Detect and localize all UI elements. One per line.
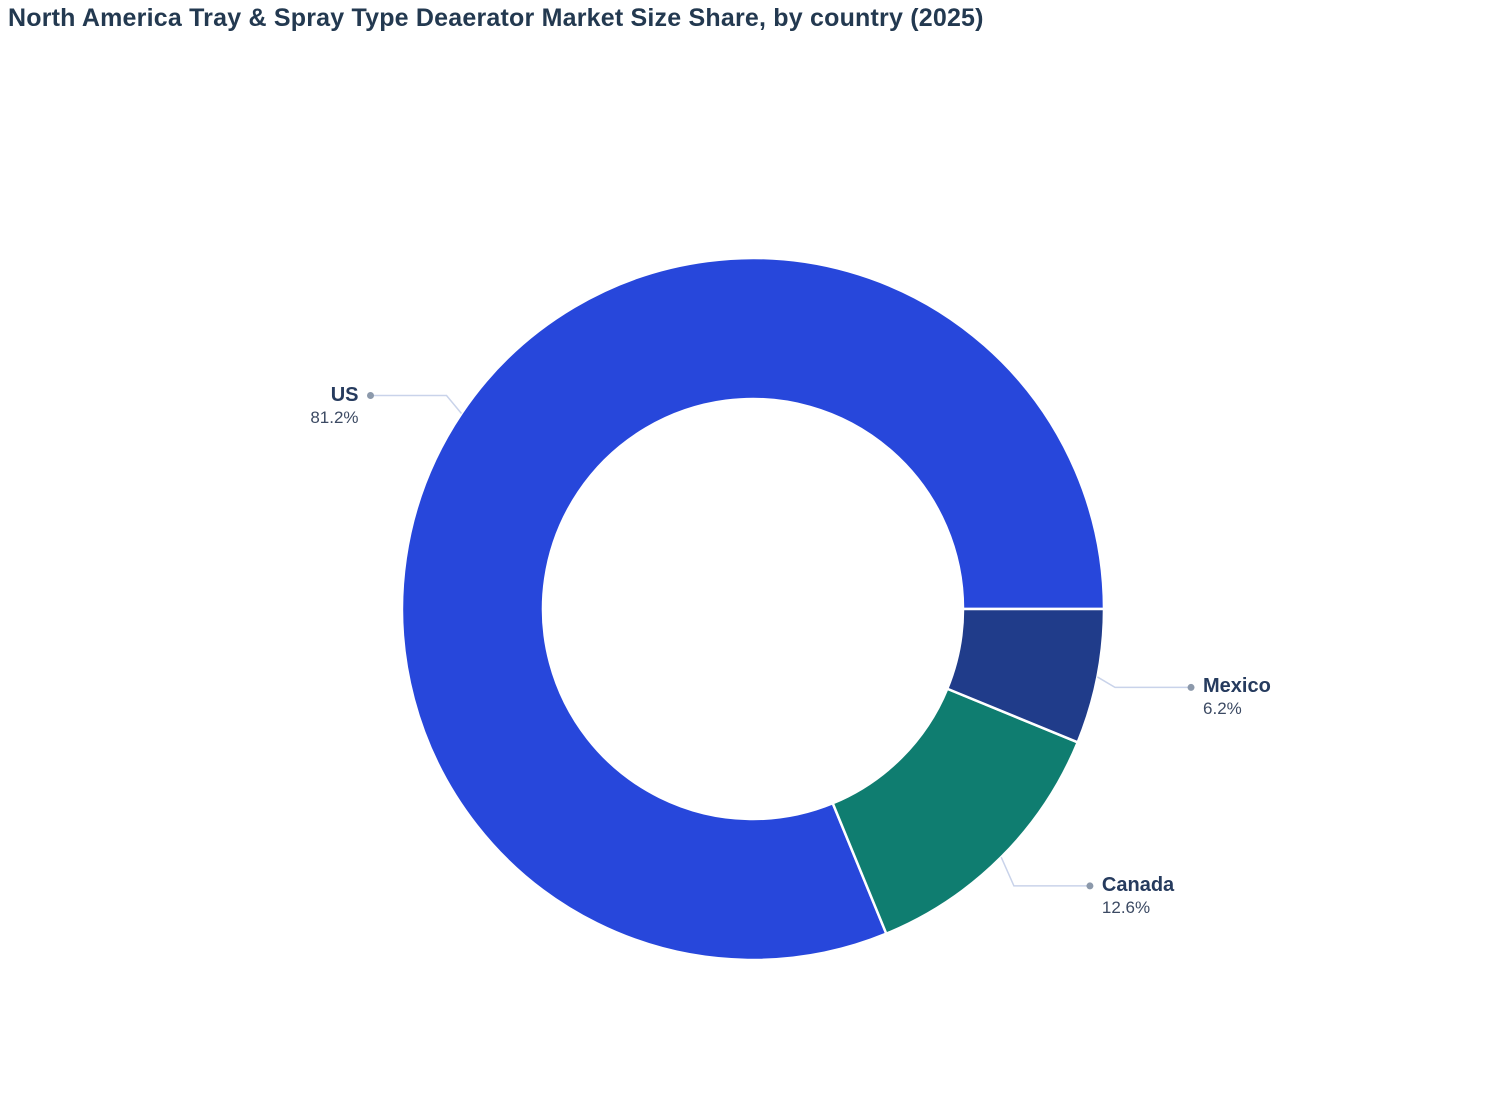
label-dot-mexico (1187, 683, 1195, 691)
chart-title: North America Tray & Spray Type Deaerato… (8, 4, 984, 32)
leader-line-canada (1000, 856, 1090, 887)
label-dot-canada (1086, 882, 1094, 890)
slice-mexico[interactable] (946, 607, 1106, 744)
slice-us[interactable] (400, 256, 1106, 962)
leader-line-mexico (1096, 676, 1192, 689)
leader-line-us (370, 394, 463, 415)
label-dot-us (367, 392, 375, 400)
